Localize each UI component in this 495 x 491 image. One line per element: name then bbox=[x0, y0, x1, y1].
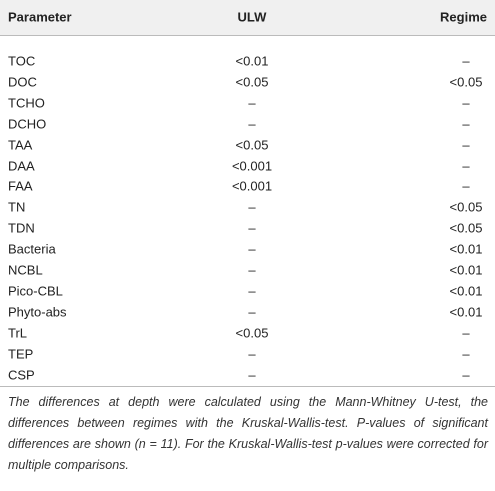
cell-value: – bbox=[248, 241, 256, 257]
row-label: DAA bbox=[8, 158, 35, 173]
footnote: The differences at depth were calculated… bbox=[8, 395, 488, 472]
column-header: Regime bbox=[440, 9, 487, 25]
row-label: TCHO bbox=[8, 95, 45, 111]
row-label: DOC bbox=[8, 74, 37, 90]
cell-value: <0.01 bbox=[449, 262, 483, 278]
cell-value: – bbox=[248, 116, 256, 132]
row-label: Phyto-abs bbox=[8, 304, 67, 320]
row-label: TrL bbox=[8, 325, 28, 341]
row-label: NCBL bbox=[8, 262, 43, 278]
cell-value: – bbox=[462, 346, 470, 362]
cell-value: – bbox=[462, 325, 470, 341]
cell-value: <0.05 bbox=[235, 74, 269, 90]
row-label: TOC bbox=[8, 53, 36, 69]
cell-value: – bbox=[248, 283, 256, 299]
cell-value: – bbox=[462, 137, 470, 153]
cell-value: – bbox=[248, 220, 256, 236]
cell-value: <0.01 bbox=[449, 241, 483, 257]
cell-value: – bbox=[248, 199, 256, 215]
cell-value: <0.05 bbox=[235, 137, 269, 153]
column-header: ULW bbox=[237, 9, 267, 25]
cell-value: – bbox=[248, 262, 256, 278]
cell-value: <0.05 bbox=[449, 199, 483, 215]
table-rule bbox=[0, 386, 495, 387]
row-label: TDN bbox=[8, 220, 35, 236]
column-header: Parameter bbox=[8, 9, 72, 25]
cell-value: <0.01 bbox=[235, 53, 269, 69]
cell-value: – bbox=[462, 116, 470, 132]
row-label: Pico-CBL bbox=[8, 283, 63, 299]
row-label: DCHO bbox=[8, 116, 47, 132]
row-label: TAA bbox=[8, 137, 33, 153]
row-label: FAA bbox=[8, 178, 33, 194]
cell-value: <0.05 bbox=[449, 74, 483, 90]
cell-value: – bbox=[462, 178, 470, 194]
cell-value: – bbox=[248, 304, 256, 320]
cell-value: – bbox=[462, 95, 470, 111]
row-label: Bacteria bbox=[8, 241, 56, 257]
header-background bbox=[0, 0, 495, 36]
row-label: CSP bbox=[8, 367, 35, 382]
row-label: TEP bbox=[8, 346, 34, 362]
cell-value: – bbox=[462, 158, 470, 173]
cell-value: – bbox=[462, 53, 470, 69]
cell-value: <0.05 bbox=[235, 325, 269, 341]
cell-value: – bbox=[248, 95, 256, 111]
cell-value: – bbox=[462, 367, 470, 382]
cell-value: <0.01 bbox=[449, 283, 483, 299]
cell-value: <0.001 bbox=[231, 158, 273, 173]
cell-value: <0.05 bbox=[449, 220, 483, 236]
cell-value: <0.001 bbox=[231, 178, 273, 194]
cell-value: – bbox=[248, 367, 256, 382]
cell-value: – bbox=[248, 346, 256, 362]
row-label: TN bbox=[8, 199, 26, 215]
cell-value: <0.01 bbox=[449, 304, 483, 320]
